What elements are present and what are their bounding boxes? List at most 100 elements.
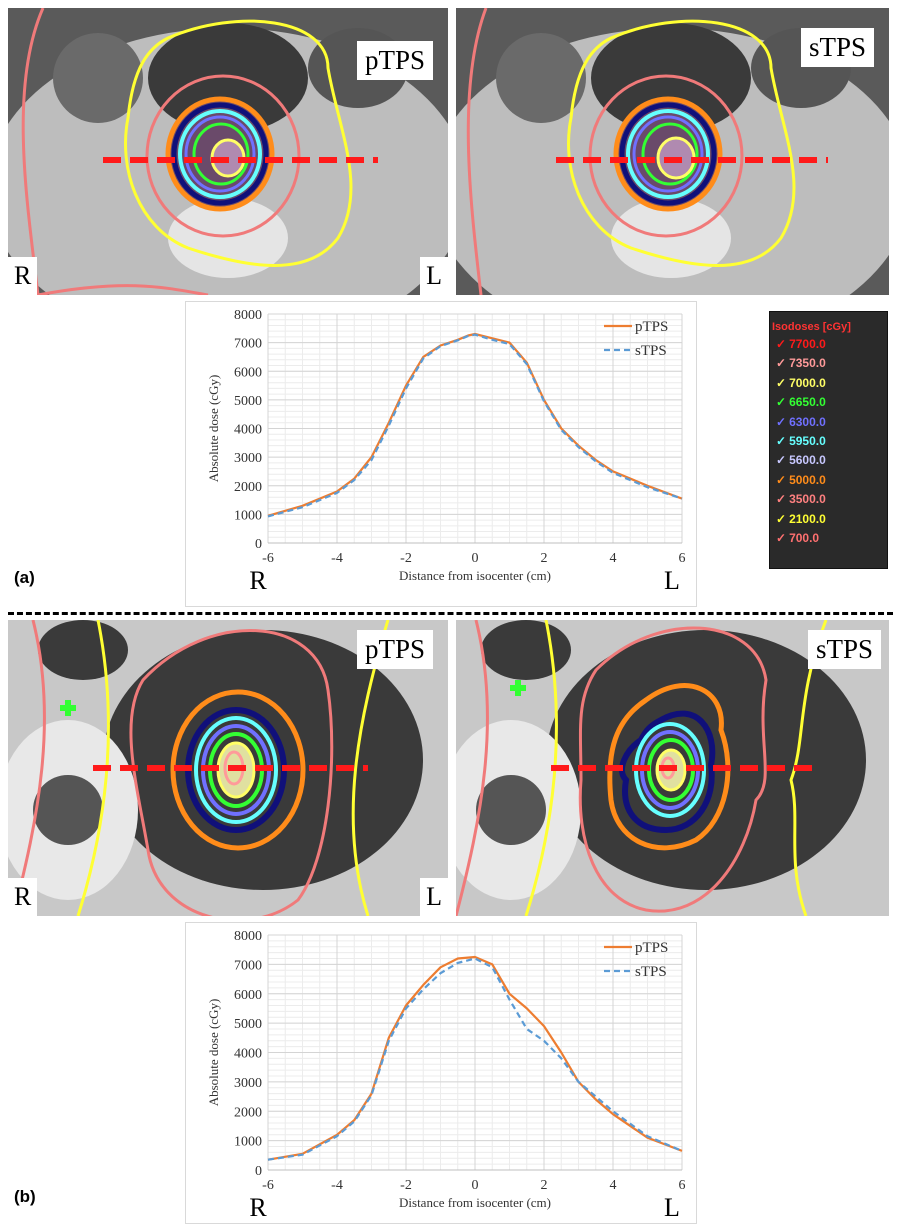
side-label-left: L: [420, 257, 448, 295]
y-tick-label: 6000: [234, 365, 262, 380]
side-label-right: R: [8, 257, 38, 295]
check-icon: ✓: [776, 453, 787, 468]
y-tick-label: 3000: [234, 451, 262, 466]
isodose-legend-item: ✓ 6650.0: [770, 393, 887, 412]
dose-profile-chart-b: 0 1000 2000 3000 4000 5000 6000 7000 8000 -6 -4 -2 0…: [206, 929, 686, 1222]
legend-label: pTPS: [635, 940, 668, 956]
y-tick-label: 2000: [234, 480, 262, 495]
x-tick-label: 0: [472, 1178, 479, 1193]
isodose-value: 5600.0: [789, 453, 826, 468]
ct-image-a-ptps: pTPS R L: [8, 8, 448, 295]
isodose-legend-item: ✓ 7000.0: [770, 374, 887, 393]
isodose-legend-item: ✓ 5600.0: [770, 451, 887, 470]
isodose-value: 5000.0: [789, 472, 826, 487]
x-tick-label: -2: [400, 551, 412, 566]
y-tick-label: 5000: [234, 394, 262, 409]
isodose-value: 3500.0: [789, 492, 826, 507]
panel-label-a: (a): [14, 568, 35, 587]
image-tag: pTPS: [356, 630, 433, 669]
x-tick-label: 6: [679, 551, 686, 566]
isodose-value: 7000.0: [789, 375, 826, 390]
check-icon: ✓: [776, 530, 787, 545]
check-icon: ✓: [776, 375, 787, 390]
x-tick-label: 4: [610, 1178, 617, 1193]
y-tick-label: 4000: [234, 423, 262, 438]
x-tick-label: 4: [610, 551, 617, 566]
panel-label-b: (b): [14, 1187, 36, 1206]
side-label-left: L: [664, 566, 680, 595]
side-label-right: R: [8, 878, 38, 916]
series-line-pTPS: [267, 955, 683, 1161]
isodose-value: 5950.0: [789, 433, 826, 448]
isodose-legend-item: ✓ 5950.0: [770, 432, 887, 451]
y-tick-label: 7000: [234, 958, 262, 973]
y-tick-label: 0: [255, 537, 262, 552]
image-tag: pTPS: [356, 41, 433, 80]
dose-profile-plot-b: 0 1000 2000 3000 4000 5000 6000 7000 8000 -6 -4 -2 0…: [185, 922, 697, 1224]
y-tick-label: 3000: [234, 1076, 262, 1091]
ct-image-b-stps: sTPS: [456, 620, 889, 916]
side-label-right: R: [249, 1193, 267, 1222]
isodose-legend-title: Isodoses [cGy]: [772, 321, 851, 333]
isodose-legend-item: ✓ 5000.0: [770, 471, 887, 490]
side-label-left: L: [664, 1193, 680, 1222]
x-tick-label: -4: [331, 551, 343, 566]
series-line-sTPS: [267, 333, 683, 518]
check-icon: ✓: [776, 337, 787, 351]
x-tick-label: -6: [262, 551, 274, 566]
isodose-value: 700.0: [789, 530, 820, 545]
y-tick-label: 1000: [234, 1135, 262, 1150]
y-tick-label: 1000: [234, 508, 262, 523]
check-icon: ✓: [776, 395, 787, 410]
isodose-legend-item: ✓ 7350.0: [770, 354, 887, 373]
ct-image-b-ptps: pTPS R L: [8, 620, 448, 916]
legend-label: sTPS: [635, 343, 667, 359]
check-icon: ✓: [776, 492, 787, 507]
isodose-legend-item: ✓ 6300.0: [770, 413, 887, 432]
y-axis-label: Absolute dose (cGy): [206, 999, 221, 1107]
check-icon: ✓: [776, 433, 787, 448]
x-tick-label: -4: [331, 1178, 343, 1193]
y-tick-label: 0: [255, 1164, 262, 1179]
legend-label: pTPS: [635, 319, 668, 335]
x-tick-label: 0: [472, 551, 479, 566]
y-tick-label: 6000: [234, 988, 262, 1003]
isodose-value: 6300.0: [789, 414, 826, 429]
image-tag: sTPS: [807, 630, 881, 669]
side-label-left: L: [420, 878, 448, 916]
y-tick-label: 8000: [234, 308, 262, 323]
side-label-right: R: [249, 566, 267, 595]
x-axis-label: Distance from isocenter (cm): [399, 568, 551, 583]
isodose-legend-item: ✓ 3500.0: [770, 490, 887, 509]
x-tick-label: -6: [262, 1178, 274, 1193]
isodose-legend-item: ✓ 7700.0: [770, 335, 887, 354]
isodose-legend-item: ✓ 700.0: [770, 529, 887, 548]
isodose-value: 7350.0: [789, 356, 826, 371]
check-icon: ✓: [776, 414, 787, 429]
check-icon: ✓: [776, 472, 787, 487]
x-tick-label: 6: [679, 1178, 686, 1193]
check-icon: ✓: [776, 356, 787, 371]
x-axis-label: Distance from isocenter (cm): [399, 1195, 551, 1210]
check-icon: ✓: [776, 511, 787, 526]
x-tick-label: -2: [400, 1178, 412, 1193]
legend-label: sTPS: [635, 964, 667, 980]
dose-profile-plot-a: 0 1000 2000 3000 4000 5000 6000 7000 8000 -6 -4 -2 0…: [185, 301, 697, 607]
isodose-legend: Isodoses [cGy] ✓ 7700.0 ✓ 7350.0 ✓ 7000.0 ✓ 665…: [769, 311, 888, 569]
isodose-legend-item: ✓ 2100.0: [770, 510, 887, 529]
y-tick-label: 4000: [234, 1047, 262, 1062]
isodose-value: 2100.0: [789, 511, 826, 526]
y-tick-label: 2000: [234, 1105, 262, 1120]
y-axis-label: Absolute dose (cGy): [206, 375, 221, 483]
ct-image-a-stps: sTPS: [456, 8, 889, 295]
panel-divider: [8, 612, 893, 615]
image-tag: sTPS: [800, 28, 874, 67]
y-tick-label: 7000: [234, 337, 262, 352]
dose-profile-chart-a: 0 1000 2000 3000 4000 5000 6000 7000 8000 -6 -4 -2 0…: [206, 308, 686, 595]
isodose-value: 7700.0: [789, 337, 826, 351]
x-tick-label: 2: [541, 1178, 548, 1193]
y-tick-label: 5000: [234, 1017, 262, 1032]
isodose-value: 6650.0: [789, 395, 826, 410]
x-tick-label: 2: [541, 551, 548, 566]
y-tick-label: 8000: [234, 929, 262, 944]
